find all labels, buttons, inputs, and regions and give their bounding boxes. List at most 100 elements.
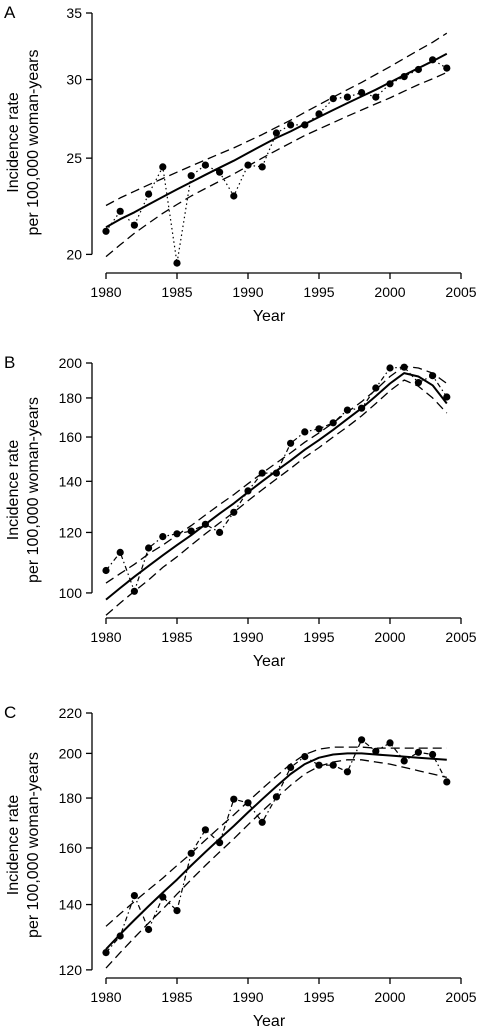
y-tick-label: 25: [66, 150, 82, 166]
x-tick-label: 1985: [161, 284, 192, 300]
data-point: [343, 93, 351, 101]
data-point: [372, 747, 380, 755]
data-point: [386, 364, 394, 372]
y-tick-label: 160: [59, 429, 83, 445]
x-tick-label: 2005: [445, 989, 476, 1005]
y-tick-label: 180: [59, 390, 83, 406]
x-tick-label: 2000: [374, 989, 405, 1005]
data-point: [102, 227, 110, 235]
series-line-lower-ci: [105, 759, 447, 969]
y-axis-title-line1: Incidence rate: [5, 795, 22, 896]
data-point: [358, 736, 366, 744]
y-tick-label: 220: [59, 705, 83, 721]
y-tick-label: 200: [59, 355, 83, 371]
data-point: [116, 932, 124, 940]
data-point: [116, 207, 124, 215]
series-line-upper-ci: [105, 365, 448, 584]
x-tick-label: 1995: [303, 284, 334, 300]
y-tick-label: 180: [59, 790, 83, 806]
x-tick-label: 2000: [374, 629, 405, 645]
data-point: [315, 425, 323, 433]
x-tick-label: 1995: [303, 989, 334, 1005]
y-tick-label: 140: [59, 473, 83, 489]
y-tick-label: 200: [59, 745, 83, 761]
panel-label: C: [4, 703, 16, 722]
x-tick-label: 2005: [445, 629, 476, 645]
data-point: [258, 818, 266, 826]
x-tick-label: 1990: [232, 284, 263, 300]
data-point: [315, 761, 323, 769]
data-point: [301, 428, 309, 436]
data-point: [230, 192, 238, 200]
data-point: [343, 768, 351, 776]
y-axis-title-line1: Incidence rate: [5, 92, 22, 193]
data-point: [443, 778, 451, 786]
data-point: [216, 168, 224, 176]
x-tick-label: 1990: [232, 629, 263, 645]
x-tick-label: 1995: [303, 629, 334, 645]
series-line-fitted: [105, 52, 448, 229]
panel-a: 20 25 30 35 1980 1985 1990 1995 2000 2005 Year Inci…: [4, 3, 477, 325]
data-point: [443, 393, 451, 401]
data-point: [244, 799, 252, 807]
x-tick-label: 1985: [161, 629, 192, 645]
data-point: [372, 384, 380, 392]
data-point: [102, 949, 110, 957]
x-tick-label: 1980: [90, 629, 121, 645]
data-point: [230, 795, 238, 803]
data-point: [272, 129, 280, 137]
data-point: [216, 528, 224, 537]
x-axis-title: Year: [253, 308, 286, 325]
data-point: [145, 190, 153, 198]
data-point: [130, 892, 138, 900]
data-point: [159, 163, 167, 171]
series-line-lower-ci: [105, 379, 448, 616]
data-point: [173, 530, 181, 538]
data-point: [201, 161, 209, 169]
data-point: [443, 64, 451, 72]
x-tick-label: 1980: [90, 284, 121, 300]
y-axis-title-line2: per 100,000 woman-years: [25, 50, 42, 236]
data-point: [145, 544, 153, 552]
data-point: [287, 439, 295, 447]
data-point: [386, 739, 394, 747]
data-point: [400, 757, 408, 765]
data-point: [116, 548, 124, 557]
data-point: [301, 753, 309, 761]
y-tick-label: 120: [59, 524, 83, 540]
y-tick-label: 100: [59, 585, 83, 601]
x-tick-label: 2000: [374, 284, 405, 300]
data-point: [173, 259, 181, 267]
x-axis-title: Year: [253, 653, 286, 670]
series-line-observed: [105, 739, 448, 953]
data-point: [358, 89, 366, 97]
series-line-observed: [105, 59, 448, 264]
y-tick-label: 30: [66, 71, 82, 87]
data-point: [272, 793, 280, 801]
series-line-lower-ci: [105, 71, 448, 258]
data-point: [343, 406, 351, 414]
x-tick-label: 2005: [445, 284, 476, 300]
data-point: [201, 826, 209, 834]
series-line-upper-ci: [105, 32, 448, 207]
data-point: [102, 566, 110, 575]
y-tick-label: 140: [59, 897, 83, 913]
series-line-fitted: [105, 752, 447, 950]
x-tick-label: 1980: [90, 989, 121, 1005]
data-point: [414, 379, 422, 387]
panel-label: A: [4, 3, 16, 22]
data-point: [329, 761, 337, 769]
data-point: [400, 363, 408, 371]
data-point: [244, 161, 252, 169]
data-point: [258, 163, 266, 171]
panel-b: 100 120 140 160 180 200 1980 1985 1990 1995 2000 20…: [4, 353, 477, 670]
series-line-upper-ci: [105, 746, 447, 927]
x-tick-label: 1990: [232, 989, 263, 1005]
y-tick-label: 120: [59, 962, 83, 978]
panel-c: 120 140 160 180 200 220 1980 1985 1990 1995 2000 20…: [4, 703, 477, 1030]
y-tick-label: 35: [66, 5, 82, 21]
data-point: [159, 533, 167, 541]
series-line-fitted: [105, 372, 448, 601]
data-point: [145, 925, 153, 934]
